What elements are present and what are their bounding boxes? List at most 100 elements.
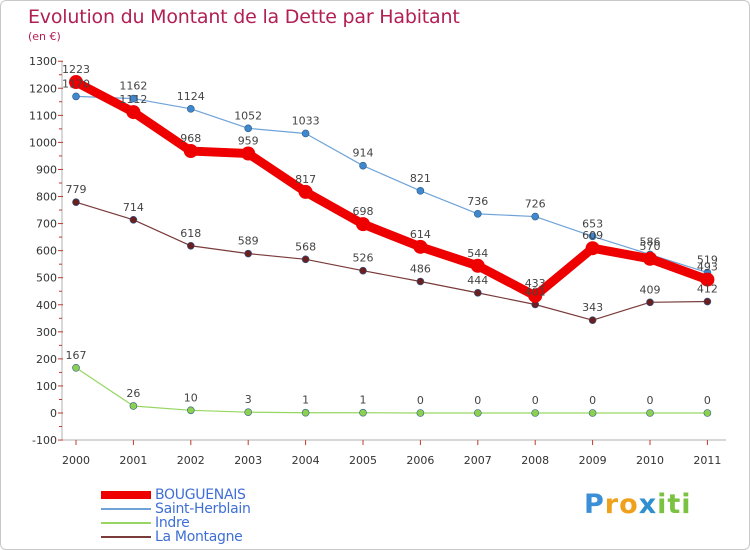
data-point-1-4: [301, 129, 310, 138]
y-tick-label: 700: [36, 218, 57, 231]
legend-item: Saint-Herblain: [101, 501, 321, 517]
series-line-1: [75, 95, 709, 274]
data-label-1-0: 1170: [62, 77, 90, 90]
x-tick-label: 2009: [579, 454, 607, 467]
data-point-0-2: [183, 144, 198, 159]
data-label-0-7: 544: [467, 247, 488, 260]
data-label-3-5: 526: [353, 252, 374, 265]
data-point-1-0: [72, 92, 80, 101]
y-tick-label: -100: [32, 434, 57, 447]
legend-label: BOUGUENAIS: [155, 487, 246, 503]
logo-letter: t: [667, 489, 682, 520]
data-label-2-9: 0: [589, 394, 596, 407]
x-tick-label: 2001: [119, 454, 147, 467]
y-tick-label: 100: [36, 380, 57, 393]
data-point-3-11: [703, 297, 712, 306]
data-label-0-9: 609: [582, 229, 603, 242]
data-point-0-11: [700, 272, 715, 287]
data-point-1-3: [244, 124, 252, 133]
data-point-3-10: [646, 298, 654, 307]
logo-letter: i: [681, 489, 692, 520]
y-tick-label: 400: [36, 299, 57, 312]
y-tick-label: 1300: [29, 55, 57, 68]
data-point-3-3: [244, 249, 252, 258]
y-tick-label: 1200: [29, 82, 57, 95]
data-point-3-2: [187, 241, 195, 250]
logo-letter: i: [657, 489, 668, 520]
logo-letter: P: [584, 489, 605, 520]
data-point-0-3: [241, 146, 256, 161]
data-point-2-8: [531, 409, 540, 417]
data-point-2-2: [187, 406, 195, 415]
data-label-0-1: 1112: [119, 93, 147, 106]
data-label-3-8: 401: [525, 285, 546, 298]
data-point-3-4: [301, 255, 310, 264]
y-tick-label: 200: [36, 353, 57, 366]
data-label-3-6: 486: [410, 262, 431, 275]
x-tick-label: 2003: [234, 454, 262, 467]
data-point-2-11: [703, 409, 712, 417]
data-point-0-4: [298, 184, 313, 199]
data-label-1-8: 726: [525, 198, 546, 211]
x-tick-label: 2000: [62, 454, 90, 467]
data-point-0-7: [470, 258, 485, 273]
data-point-3-1: [129, 215, 138, 224]
data-label-0-0: 1223: [62, 63, 90, 76]
chart-subtitle: (en €): [28, 30, 61, 43]
data-label-0-8: 433: [525, 277, 546, 290]
y-tick-label: 0: [50, 407, 57, 420]
data-point-2-6: [416, 409, 425, 417]
data-point-0-1: [126, 105, 141, 120]
data-label-1-4: 1033: [292, 114, 320, 127]
data-point-1-8: [531, 212, 540, 221]
x-tick-label: 2005: [349, 454, 377, 467]
series-line-3: [75, 201, 709, 321]
data-point-0-0: [69, 75, 83, 90]
data-label-0-5: 698: [353, 205, 374, 218]
data-point-1-2: [187, 105, 195, 113]
data-label-1-2: 1124: [177, 90, 205, 103]
data-point-3-7: [473, 289, 482, 297]
data-label-1-6: 821: [410, 172, 431, 185]
legend-swatch: [101, 536, 151, 538]
x-tick-label: 2004: [292, 454, 320, 467]
data-label-1-9: 653: [582, 217, 603, 230]
y-tick-label: 600: [36, 245, 57, 258]
data-label-3-10: 409: [640, 283, 661, 296]
data-point-0-8: [528, 288, 543, 303]
data-label-1-10: 586: [640, 235, 661, 248]
data-point-2-5: [359, 408, 367, 417]
data-label-0-4: 817: [295, 173, 316, 186]
x-tick-label: 2010: [636, 454, 664, 467]
data-label-2-0: 167: [66, 349, 87, 362]
x-tick-label: 2002: [177, 454, 205, 467]
x-tick-label: 2006: [406, 454, 434, 467]
data-label-2-2: 10: [184, 391, 198, 404]
data-label-1-7: 736: [467, 195, 488, 208]
data-label-2-6: 0: [417, 394, 424, 407]
data-label-3-4: 568: [295, 240, 316, 253]
legend-label: Indre: [155, 515, 190, 531]
legend-swatch: [101, 522, 151, 524]
data-label-0-6: 614: [410, 228, 431, 241]
legend-label: La Montagne: [155, 529, 243, 545]
data-label-2-10: 0: [647, 394, 654, 407]
y-tick-label: 1000: [29, 136, 57, 149]
data-label-1-3: 1052: [234, 109, 262, 122]
legend-item: La Montagne: [101, 529, 321, 545]
logo-letter: x: [638, 489, 658, 520]
x-tick-label: 2007: [464, 454, 492, 467]
data-label-2-4: 1: [302, 394, 309, 407]
y-tick-label: 900: [36, 163, 57, 176]
data-point-3-0: [72, 198, 80, 207]
data-point-2-10: [646, 409, 654, 417]
data-label-1-11: 519: [697, 254, 718, 267]
data-label-3-2: 618: [180, 227, 201, 240]
proxiti-logo: Proxiti: [584, 489, 692, 520]
series-line-2: [75, 367, 709, 414]
data-label-1-5: 914: [353, 147, 374, 160]
data-label-2-8: 0: [532, 394, 539, 407]
x-tick-label: 2011: [693, 454, 721, 467]
